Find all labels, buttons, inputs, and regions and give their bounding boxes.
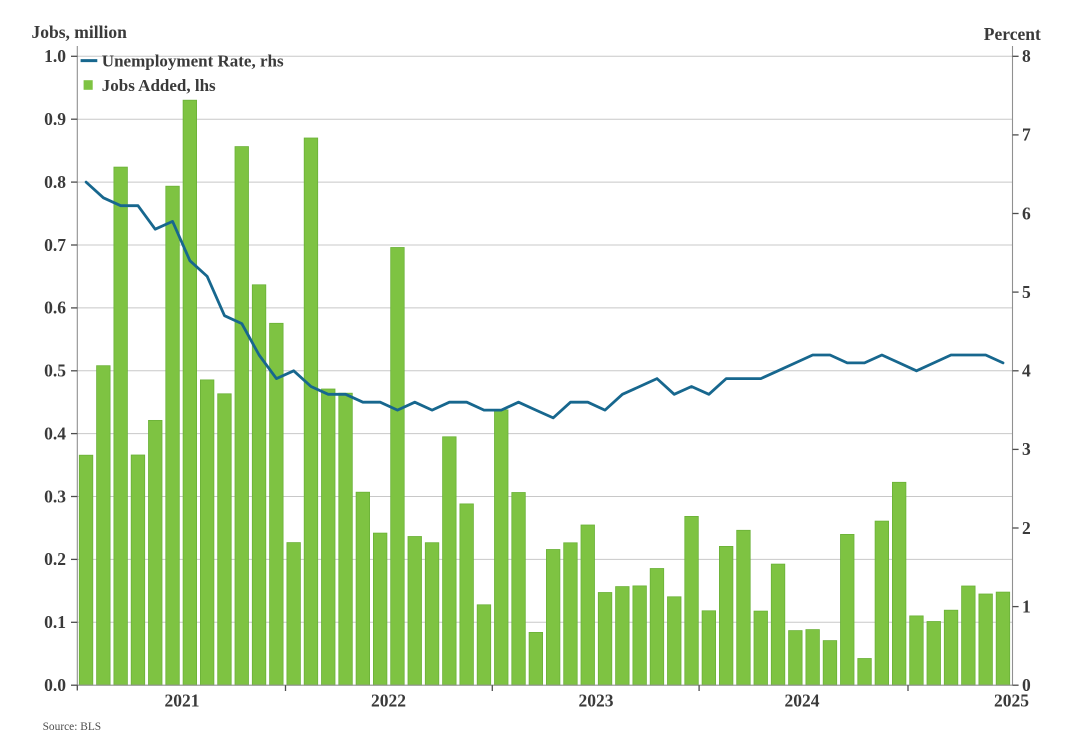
- svg-text:6: 6: [1022, 203, 1031, 223]
- svg-text:0: 0: [1022, 675, 1031, 695]
- svg-text:0.9: 0.9: [44, 109, 66, 129]
- svg-text:1.0: 1.0: [44, 46, 66, 66]
- svg-text:Jobs, million: Jobs, million: [32, 22, 128, 42]
- svg-text:0.7: 0.7: [44, 235, 66, 255]
- svg-text:0.1: 0.1: [44, 612, 66, 632]
- svg-text:Jobs Added, lhs: Jobs Added, lhs: [102, 76, 216, 95]
- svg-text:2025: 2025: [994, 691, 1029, 711]
- svg-text:0.5: 0.5: [44, 361, 66, 381]
- svg-text:0.0: 0.0: [44, 675, 66, 695]
- svg-text:2: 2: [1022, 518, 1031, 538]
- svg-text:2023: 2023: [579, 691, 614, 711]
- svg-text:2024: 2024: [785, 691, 820, 711]
- svg-text:3: 3: [1022, 439, 1031, 459]
- svg-text:0.4: 0.4: [44, 423, 66, 443]
- svg-text:1: 1: [1022, 596, 1031, 616]
- svg-text:2021: 2021: [165, 691, 200, 711]
- svg-text:0.8: 0.8: [44, 172, 66, 192]
- svg-text:Source: BLS: Source: BLS: [43, 721, 102, 733]
- svg-text:4: 4: [1022, 361, 1031, 381]
- svg-text:0.3: 0.3: [44, 486, 66, 506]
- svg-text:Unemployment Rate, rhs: Unemployment Rate, rhs: [102, 51, 284, 70]
- svg-text:0.2: 0.2: [44, 549, 66, 569]
- svg-text:Percent: Percent: [984, 24, 1041, 44]
- svg-text:2022: 2022: [371, 691, 406, 711]
- svg-text:0.6: 0.6: [44, 298, 66, 318]
- svg-text:5: 5: [1022, 282, 1031, 302]
- svg-text:7: 7: [1022, 125, 1031, 145]
- svg-text:8: 8: [1022, 46, 1031, 66]
